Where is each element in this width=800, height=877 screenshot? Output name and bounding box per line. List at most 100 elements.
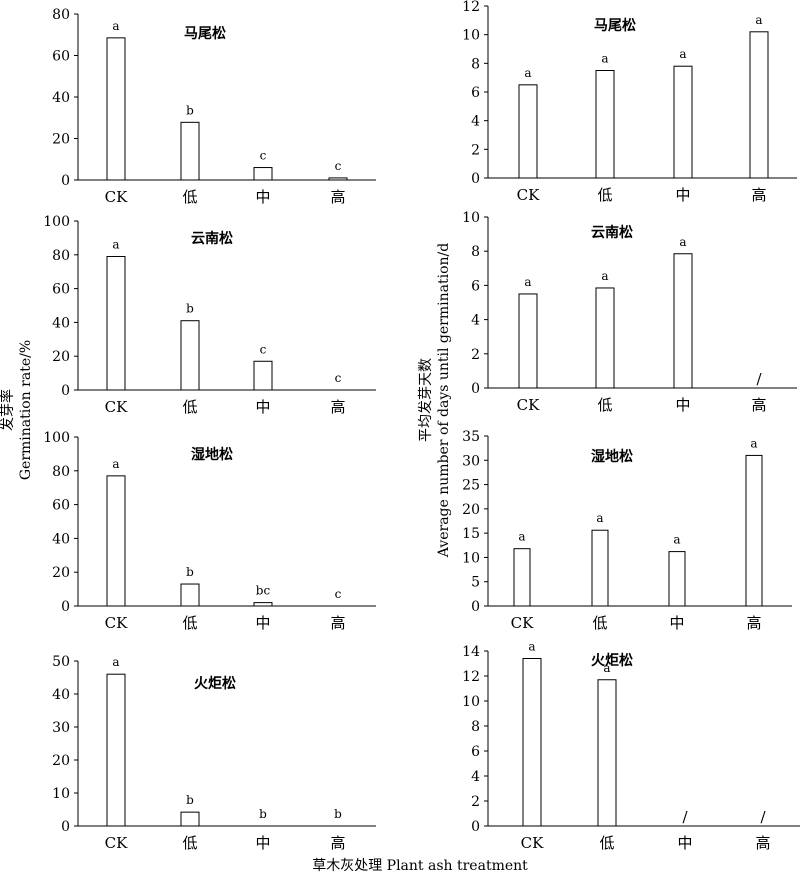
panel-title: 湿地松: [191, 446, 233, 463]
y-tick-label: 2: [471, 347, 480, 363]
left-ylabel-cn: 发芽率: [0, 389, 16, 431]
x-tick-label: 高: [330, 188, 345, 206]
x-tick-label: CK: [105, 834, 128, 852]
significance-label: a: [112, 457, 119, 471]
y-tick-label: 0: [471, 171, 480, 187]
x-tick-label: CK: [517, 186, 540, 204]
x-tick-label: 中: [675, 186, 690, 204]
right-ylabel-en: Average number of days until germination…: [436, 243, 452, 558]
y-tick-label: 10: [462, 694, 480, 710]
chart-panel-6: 0 5 10 15 20 25 30 35 湿地松 CK a 低 a 中 a 高 a: [462, 429, 792, 632]
y-tick-label: 8: [471, 244, 480, 260]
x-tick-label: 高: [751, 186, 766, 204]
significance-label: a: [755, 13, 762, 27]
significance-label: c: [260, 149, 267, 163]
significance-label: b: [186, 793, 194, 807]
y-tick-label: 10: [52, 786, 70, 802]
y-tick-label: 60: [52, 498, 70, 514]
y-tick-label: 60: [52, 49, 70, 65]
significance-label: /: [682, 808, 688, 826]
y-tick-label: 6: [471, 85, 480, 101]
y-tick-label: 20: [52, 753, 70, 769]
x-tick-label: 低: [597, 396, 612, 414]
significance-label: a: [524, 275, 531, 289]
bar: [253, 167, 273, 181]
bar: [673, 65, 693, 179]
y-tick-label: 12: [462, 669, 480, 685]
significance-label: c: [335, 371, 342, 385]
y-tick-label: 20: [52, 349, 70, 365]
chart-panel-4: 0 2 4 6 8 10 云南松 CK a 低 a 中 a 高 /: [462, 210, 797, 414]
bar: [106, 673, 126, 827]
y-tick-label: 4: [471, 769, 480, 785]
y-tick-label: 0: [61, 173, 70, 189]
bar: [518, 84, 538, 179]
significance-label: b: [186, 302, 194, 316]
y-tick-label: 0: [61, 819, 70, 835]
y-tick-label: 40: [52, 90, 70, 106]
bar: [180, 583, 200, 607]
significance-label: a: [603, 661, 610, 675]
significance-label: a: [750, 436, 757, 450]
y-tick-label: 5: [471, 575, 480, 591]
y-tick-label: 8: [471, 56, 480, 72]
significance-label: b: [334, 807, 342, 821]
significance-label: a: [601, 269, 608, 283]
bar: [513, 548, 531, 607]
chart-panel-2: 0 2 4 6 8 10 12 马尾松 CK a 低 a 中 a 高 a: [462, 0, 797, 204]
x-tick-label: 低: [592, 614, 607, 632]
bar: [180, 320, 200, 391]
significance-label: a: [112, 19, 119, 33]
x-tick-label: 中: [669, 614, 684, 632]
y-tick-label: 0: [61, 599, 70, 615]
bar: [668, 551, 686, 607]
significance-label: /: [756, 370, 762, 388]
x-tick-label: CK: [517, 396, 540, 414]
bar: [328, 177, 348, 181]
significance-label: a: [524, 66, 531, 80]
chart-panel-5: 0 20 40 60 80 100 湿地松 CK a 低 b 中 bc 高c: [43, 430, 376, 632]
y-tick-label: 35: [462, 429, 480, 445]
significance-label: a: [518, 530, 525, 544]
y-tick-label: 40: [52, 315, 70, 331]
bar: [522, 658, 542, 827]
y-tick-label: 50: [52, 654, 70, 670]
x-tick-label: 低: [597, 186, 612, 204]
right-ylabel-cn: 平均发芽天数: [418, 358, 434, 442]
x-tick-label: 中: [255, 398, 270, 416]
panel-title: 云南松: [591, 224, 633, 241]
bar: [591, 529, 609, 607]
x-tick-label: 低: [182, 398, 197, 416]
x-tick-label: 高: [330, 614, 345, 632]
bar: [106, 475, 126, 607]
chart-panel-1: 0 20 40 60 80 马尾松 CK a 低 b 中 c 高 c: [52, 7, 376, 206]
y-tick-label: 8: [471, 719, 480, 735]
y-tick-label: 80: [52, 7, 70, 23]
y-tick-label: 80: [52, 248, 70, 264]
y-tick-label: 40: [52, 531, 70, 547]
significance-label: a: [679, 47, 686, 61]
y-tick-label: 100: [43, 214, 70, 230]
panel-title: 马尾松: [184, 25, 226, 42]
chart-panel-8: 0 2 4 6 8 10 12 14 火炬松 CK a 低 a 中 / 高 /: [462, 640, 800, 852]
bar: [595, 287, 615, 389]
x-tick-label: 中: [675, 396, 690, 414]
y-tick-label: 10: [462, 550, 480, 566]
x-tick-label: 低: [182, 614, 197, 632]
x-tick-label: 高: [746, 614, 761, 632]
bar: [180, 811, 200, 827]
x-tick-label: 低: [599, 834, 614, 852]
y-tick-label: 30: [462, 453, 480, 469]
bar: [595, 70, 615, 179]
significance-label: c: [260, 342, 267, 356]
left-ylabel-en: Germination rate/%: [18, 340, 34, 480]
bar: [253, 602, 273, 607]
y-tick-label: 60: [52, 282, 70, 298]
x-tick-label: 中: [677, 834, 692, 852]
y-tick-label: 20: [52, 132, 70, 148]
x-tick-label: 高: [330, 834, 345, 852]
panel-title: 马尾松: [594, 17, 636, 34]
x-tick-label: 中: [255, 188, 270, 206]
panel-title: 火炬松: [591, 652, 633, 669]
